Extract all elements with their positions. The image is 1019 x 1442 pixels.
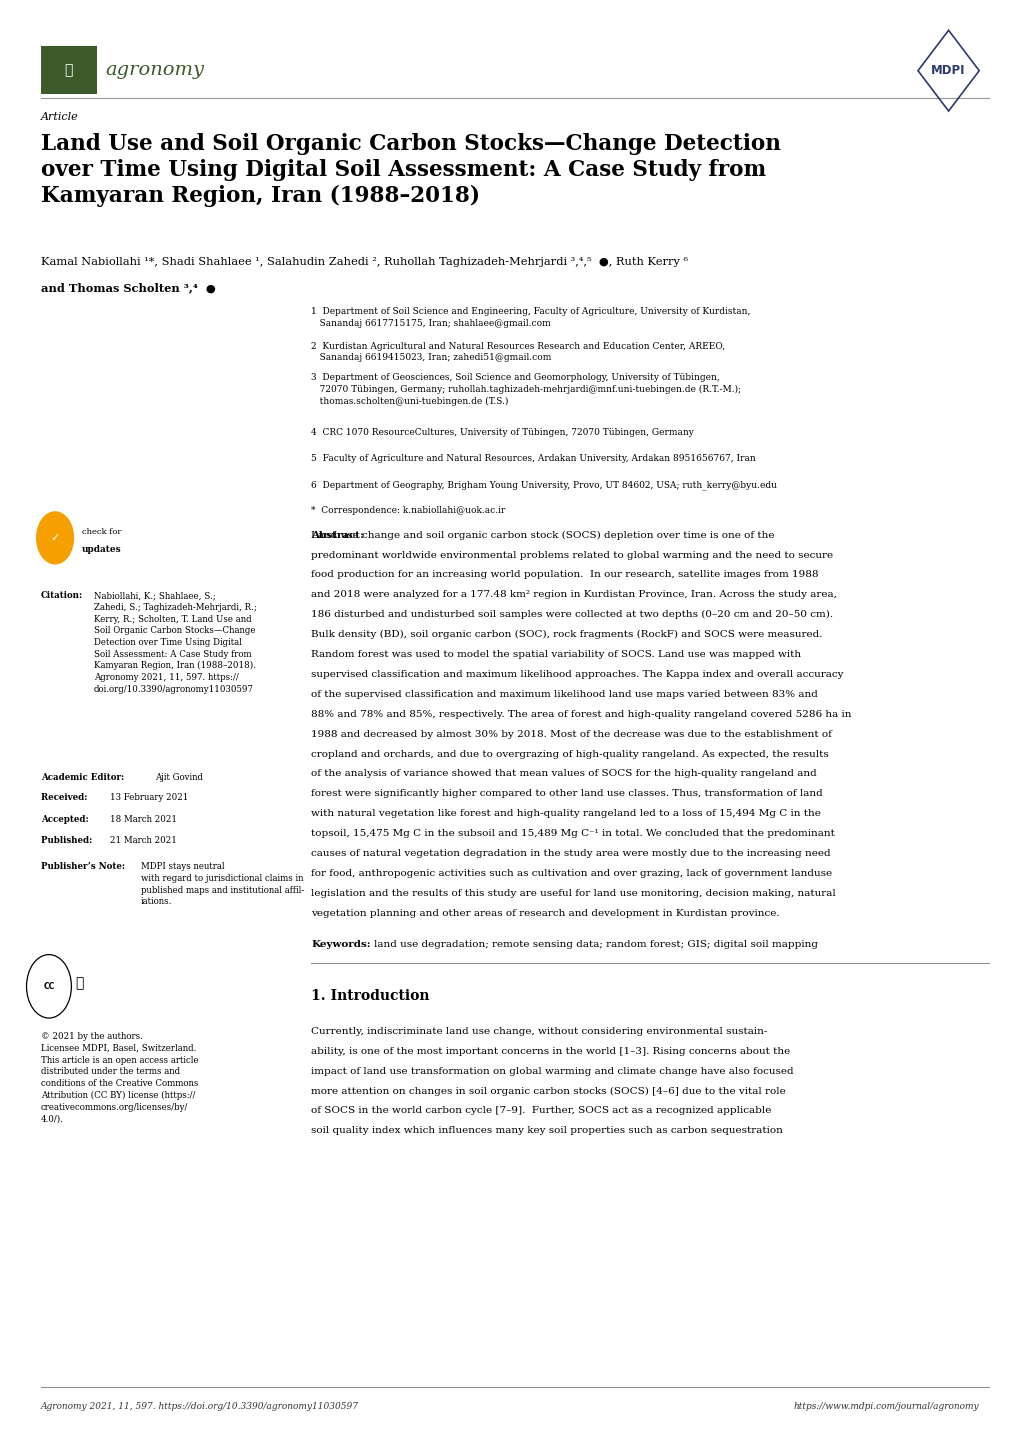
Text: 2  Kurdistan Agricultural and Natural Resources Research and Education Center, A: 2 Kurdistan Agricultural and Natural Res… [311,342,725,362]
Text: vegetation planning and other areas of research and development in Kurdistan pro: vegetation planning and other areas of r… [311,908,779,917]
Text: Nabiollahi, K.; Shahlaee, S.;
Zahedi, S.; Taghizadeh-Mehrjardi, R.;
Kerry, R.; S: Nabiollahi, K.; Shahlaee, S.; Zahedi, S.… [94,591,257,694]
Text: and 2018 were analyzed for a 177.48 km² region in Kurdistan Province, Iran. Acro: and 2018 were analyzed for a 177.48 km² … [311,590,837,600]
Text: food production for an increasing world population.  In our research, satellite : food production for an increasing world … [311,571,818,580]
Text: predominant worldwide environmental problems related to global warming and the n: predominant worldwide environmental prob… [311,551,833,559]
Text: 1  Department of Soil Science and Engineering, Faculty of Agriculture, Universit: 1 Department of Soil Science and Enginee… [311,307,750,327]
Text: 18 March 2021: 18 March 2021 [110,815,177,823]
Text: for food, anthropogenic activities such as cultivation and over grazing, lack of: for food, anthropogenic activities such … [311,870,832,878]
Text: 186 disturbed and undisturbed soil samples were collected at two depths (0–20 cm: 186 disturbed and undisturbed soil sampl… [311,610,833,620]
Text: ability, is one of the most important concerns in the world [1–3]. Rising concer: ability, is one of the most important co… [311,1047,790,1056]
Text: Academic Editor:: Academic Editor: [41,773,124,782]
Text: Land use change and soil organic carbon stock (SOCS) depletion over time is one : Land use change and soil organic carbon … [311,531,773,539]
Text: Publisher’s Note:: Publisher’s Note: [41,862,124,871]
Text: Bulk density (BD), soil organic carbon (SOC), rock fragments (RockF) and SOCS we: Bulk density (BD), soil organic carbon (… [311,630,821,639]
Text: Land Use and Soil Organic Carbon Stocks—Change Detection
over Time Using Digital: Land Use and Soil Organic Carbon Stocks—… [41,133,780,208]
Text: *  Correspondence: k.nabiollahi@uok.ac.ir: * Correspondence: k.nabiollahi@uok.ac.ir [311,506,505,515]
Text: supervised classification and maximum likelihood approaches. The Kappa index and: supervised classification and maximum li… [311,671,843,679]
Text: MDPI: MDPI [930,63,965,78]
Text: agronomy: agronomy [105,61,204,79]
Text: ✓: ✓ [50,534,60,542]
Text: Ajit Govind: Ajit Govind [155,773,203,782]
Text: of the supervised classification and maximum likelihood land use maps varied bet: of the supervised classification and max… [311,689,817,699]
Text: 3  Department of Geosciences, Soil Science and Geomorphology, University of Tübi: 3 Department of Geosciences, Soil Scienc… [311,373,741,405]
Text: Agronomy 2021, 11, 597. https://doi.org/10.3390/agronomy11030597: Agronomy 2021, 11, 597. https://doi.org/… [41,1402,359,1410]
Text: of the analysis of variance showed that mean values of SOCS for the high-quality: of the analysis of variance showed that … [311,770,816,779]
Text: land use degradation; remote sensing data; random forest; GIS; digital soil mapp: land use degradation; remote sensing dat… [374,940,817,949]
FancyBboxPatch shape [41,46,97,94]
Text: check for: check for [82,528,121,536]
Text: forest were significantly higher compared to other land use classes. Thus, trans: forest were significantly higher compare… [311,789,822,799]
Text: 21 March 2021: 21 March 2021 [110,836,177,845]
Text: impact of land use transformation on global warming and climate change have also: impact of land use transformation on glo… [311,1067,793,1076]
Text: causes of natural vegetation degradation in the study area were mostly due to th: causes of natural vegetation degradation… [311,849,829,858]
Text: Keywords:: Keywords: [311,940,370,949]
Text: Article: Article [41,112,78,123]
Text: and Thomas Scholten ³,⁴  ●: and Thomas Scholten ³,⁴ ● [41,283,215,294]
Text: © 2021 by the authors.
Licensee MDPI, Basel, Switzerland.
This article is an ope: © 2021 by the authors. Licensee MDPI, Ba… [41,1032,199,1123]
Text: 1. Introduction: 1. Introduction [311,989,429,1004]
Text: cropland and orchards, and due to overgrazing of high-quality rangeland. As expe: cropland and orchards, and due to overgr… [311,750,828,758]
Text: more attention on changes in soil organic carbon stocks (SOCS) [4–6] due to the : more attention on changes in soil organi… [311,1086,785,1096]
Text: Currently, indiscriminate land use change, without considering environmental sus: Currently, indiscriminate land use chang… [311,1027,766,1035]
Text: Published:: Published: [41,836,95,845]
Text: Kamal Nabiollahi ¹*, Shadi Shahlaee ¹, Salahudin Zahedi ², Ruhollah Taghizadeh-M: Kamal Nabiollahi ¹*, Shadi Shahlaee ¹, S… [41,257,687,267]
Text: Citation:: Citation: [41,591,83,600]
Text: Ⓘ: Ⓘ [75,976,84,991]
Text: updates: updates [82,545,121,554]
Text: 88% and 78% and 85%, respectively. The area of forest and high-quality rangeland: 88% and 78% and 85%, respectively. The a… [311,709,851,718]
Text: CC: CC [43,982,55,991]
Text: soil quality index which influences many key soil properties such as carbon sequ: soil quality index which influences many… [311,1126,783,1135]
Text: Abstract:: Abstract: [311,531,364,539]
Text: Received:: Received: [41,793,91,802]
Text: 4  CRC 1070 ResourceCultures, University of Tübingen, 72070 Tübingen, Germany: 4 CRC 1070 ResourceCultures, University … [311,428,693,437]
Circle shape [37,512,73,564]
Text: 6  Department of Geography, Brigham Young University, Provo, UT 84602, USA; ruth: 6 Department of Geography, Brigham Young… [311,480,776,490]
Text: Accepted:: Accepted: [41,815,92,823]
Text: https://www.mdpi.com/journal/agronomy: https://www.mdpi.com/journal/agronomy [793,1402,978,1410]
Text: Random forest was used to model the spatial variability of SOCS. Land use was ma: Random forest was used to model the spat… [311,650,801,659]
Text: with natural vegetation like forest and high-quality rangeland led to a loss of : with natural vegetation like forest and … [311,809,820,818]
Text: of SOCS in the world carbon cycle [7–9].  Further, SOCS act as a recognized appl: of SOCS in the world carbon cycle [7–9].… [311,1106,770,1115]
Text: MDPI stays neutral
with regard to jurisdictional claims in
published maps and in: MDPI stays neutral with regard to jurisd… [141,862,304,906]
Text: 13 February 2021: 13 February 2021 [110,793,189,802]
Text: 5  Faculty of Agriculture and Natural Resources, Ardakan University, Ardakan 895: 5 Faculty of Agriculture and Natural Res… [311,454,755,463]
Text: topsoil, 15,475 Mg C in the subsoil and 15,489 Mg C⁻¹ in total. We concluded tha: topsoil, 15,475 Mg C in the subsoil and … [311,829,835,838]
Text: legislation and the results of this study are useful for land use monitoring, de: legislation and the results of this stud… [311,888,835,898]
Text: 🌾: 🌾 [64,63,73,76]
Text: 1988 and decreased by almost 30% by 2018. Most of the decrease was due to the es: 1988 and decreased by almost 30% by 2018… [311,730,832,738]
